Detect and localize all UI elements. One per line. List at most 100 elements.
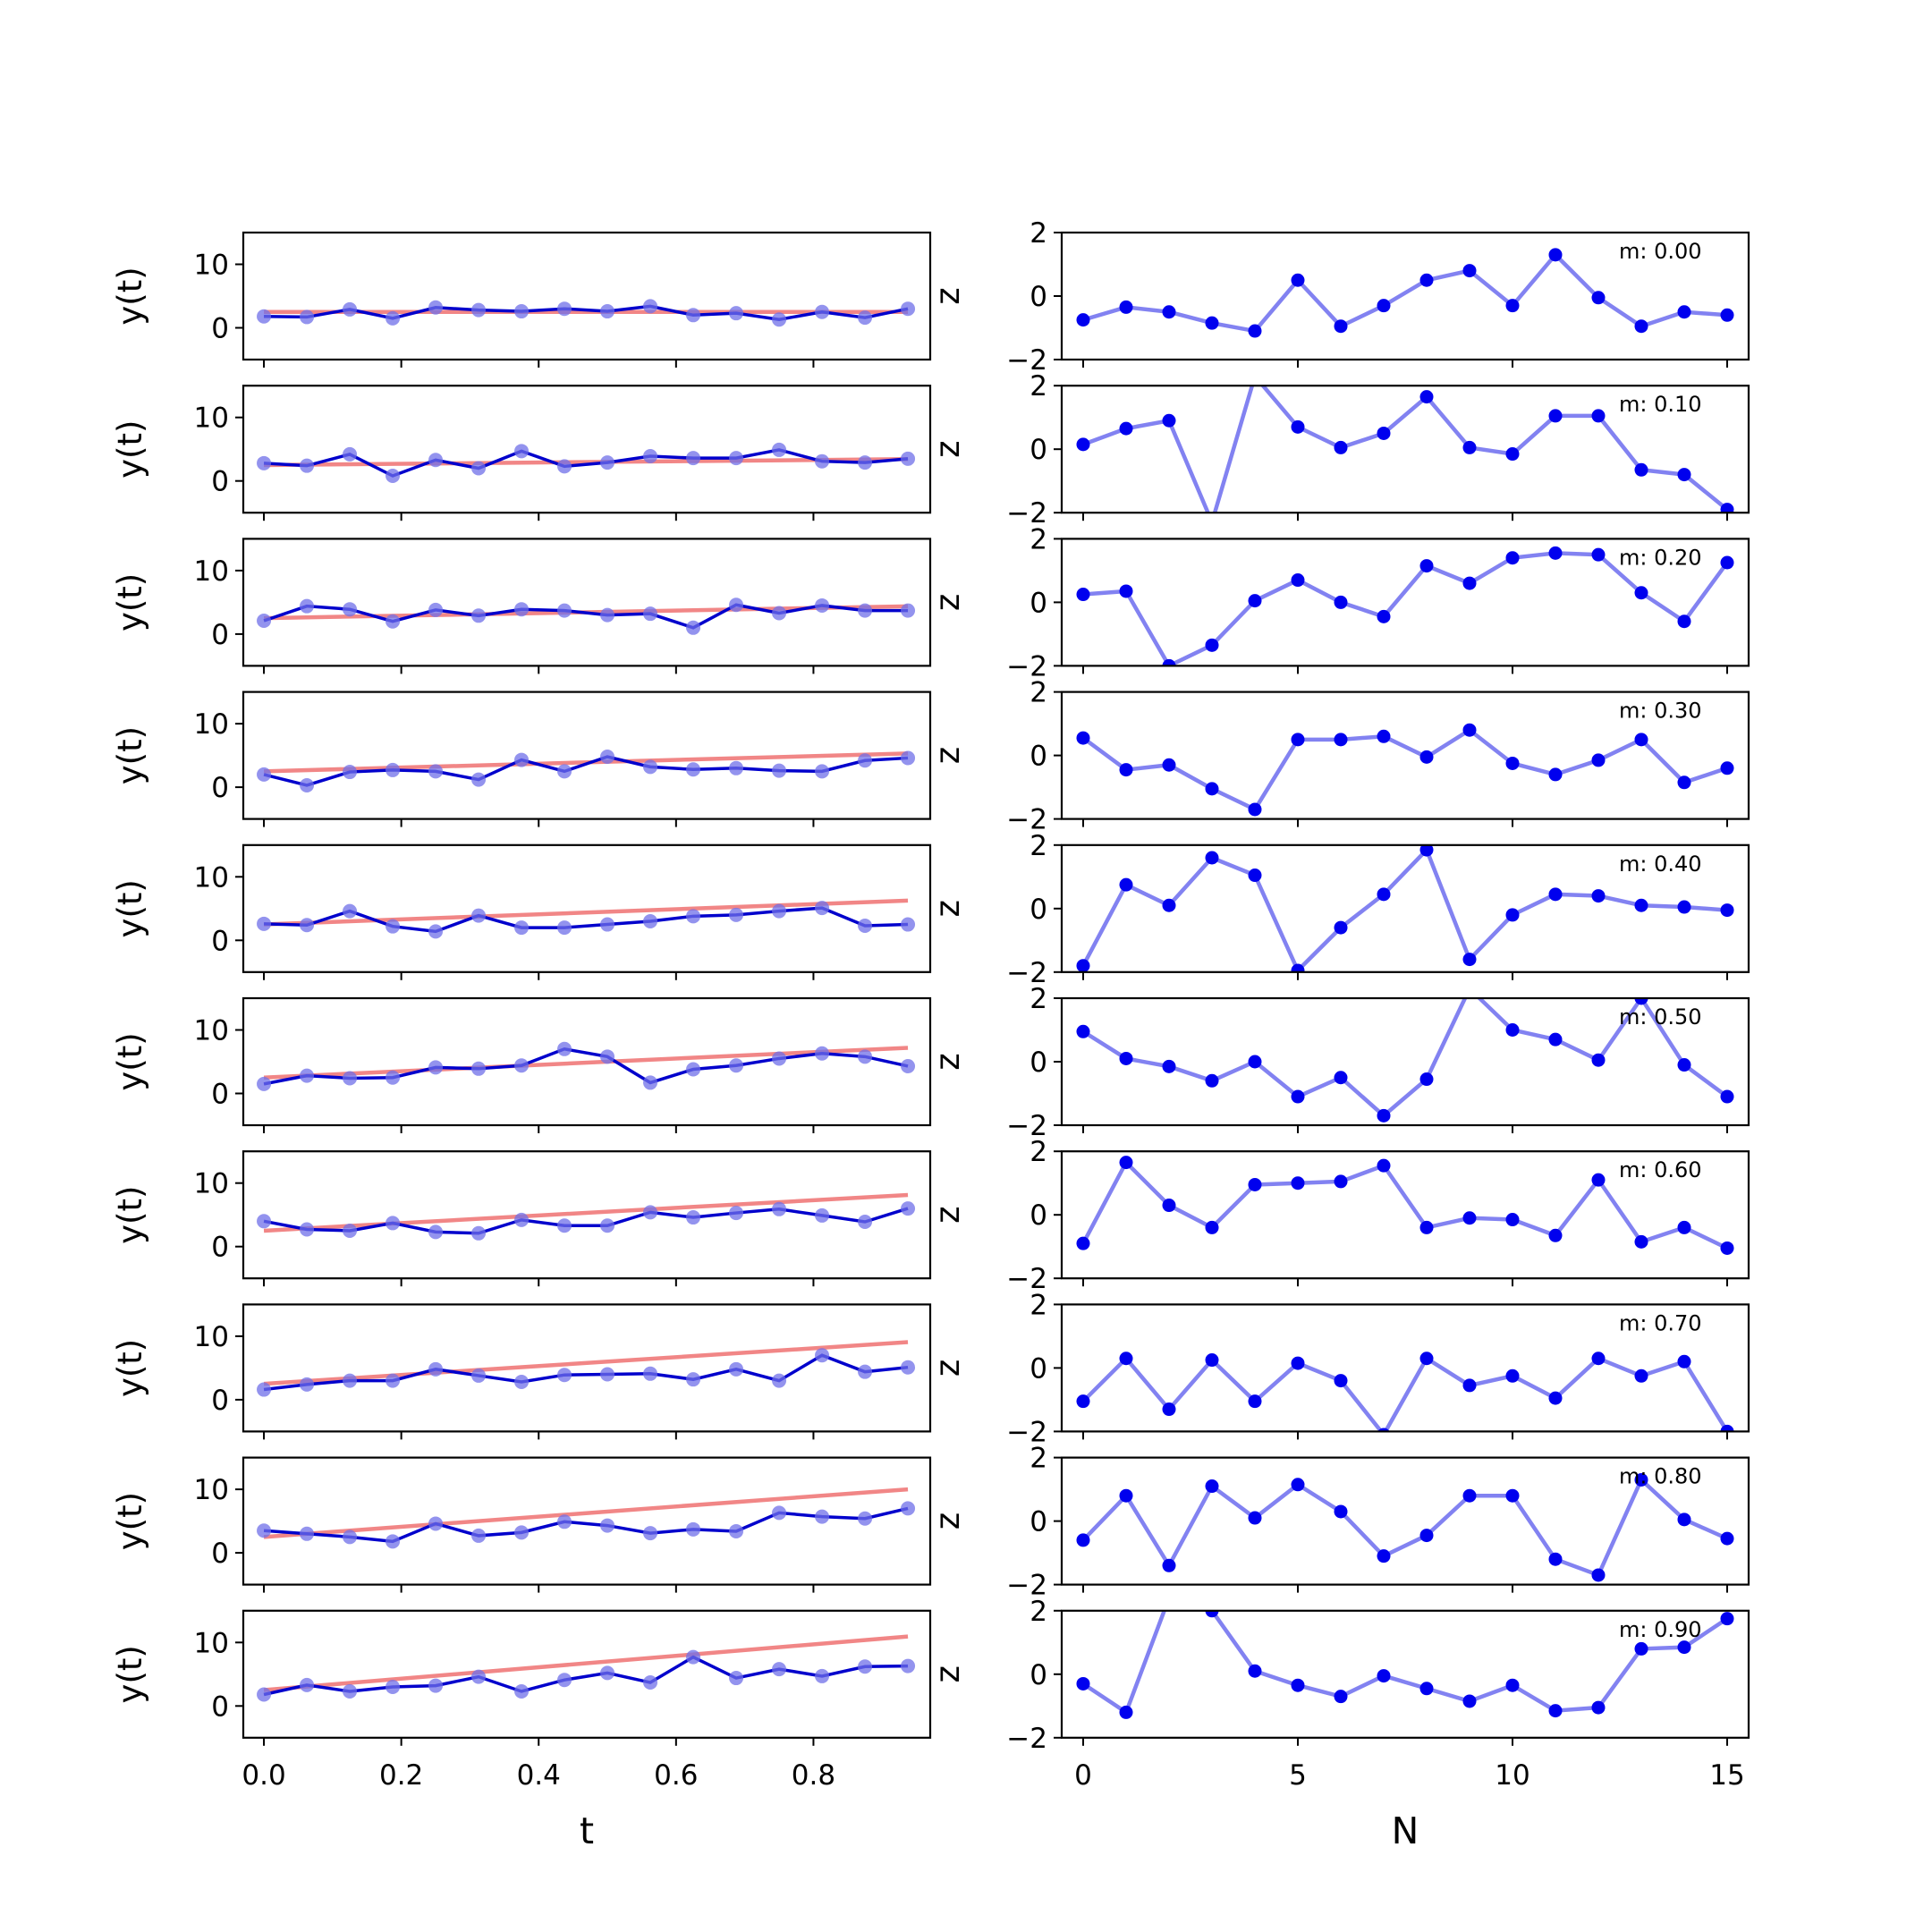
slope-annotation: m: 0.60 <box>1619 1157 1702 1182</box>
observed-point <box>257 455 272 470</box>
right-plot-area-6 <box>1076 1156 1734 1255</box>
fit-line <box>263 1340 909 1386</box>
right-plot-area-5 <box>1076 998 1734 1123</box>
y-tick-label: 2 <box>1030 370 1047 402</box>
observed-point <box>729 907 744 922</box>
observed-point <box>815 1046 830 1061</box>
z-point <box>1291 1356 1305 1370</box>
observed-point <box>858 1215 873 1230</box>
left-plot-area-2 <box>257 597 916 635</box>
z-point <box>1634 998 1648 1005</box>
z-point <box>1377 1108 1391 1123</box>
observed-point <box>300 1068 315 1083</box>
slope-annotation: m: 0.70 <box>1619 1310 1702 1335</box>
observed-point <box>729 1523 744 1538</box>
left-axes-frame <box>242 843 932 973</box>
z-point <box>1720 903 1734 918</box>
right-plot-area-9 <box>1076 1610 1734 1719</box>
y-tick-label: 2 <box>1030 677 1047 709</box>
left-plot-area-5 <box>257 1041 916 1091</box>
z-point <box>1677 1640 1691 1655</box>
z-point <box>1591 409 1606 423</box>
z-point <box>1334 920 1348 935</box>
x-tick-label: 15 <box>1709 1759 1744 1792</box>
x-axis-label-t: t <box>580 1809 594 1852</box>
y-tick-label: 2 <box>1030 983 1047 1015</box>
observed-point <box>643 606 658 622</box>
observed-point <box>600 304 615 319</box>
slope-annotation: m: 0.30 <box>1619 699 1702 724</box>
y-tick-label: 0 <box>211 772 229 804</box>
z-point <box>1248 324 1262 338</box>
z-point <box>1205 1220 1219 1234</box>
z-point <box>1677 1354 1691 1368</box>
right-panel-3: −2 0 2 z m: 0.30 <box>928 677 1750 836</box>
observed-point <box>643 1075 658 1090</box>
observed-point <box>471 1669 487 1684</box>
left-plot-area-1 <box>257 442 916 484</box>
y-tick-label: 0 <box>1030 894 1047 926</box>
z-point <box>1119 300 1133 314</box>
observed-point <box>901 1360 916 1375</box>
observed-point <box>600 1049 615 1064</box>
z-point <box>1677 1220 1691 1234</box>
y-tick-label: 2 <box>1030 1596 1047 1628</box>
right-panel-6: −2 0 2 z m: 0.60 <box>928 1136 1750 1295</box>
observed-point <box>772 1201 787 1216</box>
observed-point <box>557 920 572 936</box>
left-axes-frame <box>242 1609 932 1739</box>
y-tick-label: −2 <box>1006 957 1047 989</box>
observed-point <box>858 1364 873 1379</box>
observed-point <box>300 1526 315 1541</box>
observed-point <box>600 917 615 932</box>
y-tick-label: 0 <box>1030 434 1047 466</box>
observed-point <box>858 1659 873 1674</box>
z-point <box>1548 248 1563 262</box>
observed-point <box>901 917 916 932</box>
y-axis-label: y(t) <box>111 420 149 479</box>
left-plot-area-3 <box>257 750 916 792</box>
left-panel-4: 0 10 y(t) <box>111 843 932 980</box>
y-tick-label: −2 <box>1006 497 1047 530</box>
y-axis-label: y(t) <box>111 1339 149 1397</box>
observed-point <box>901 1501 916 1516</box>
observed-point <box>815 1509 830 1524</box>
z-point <box>1248 1055 1262 1069</box>
observed-point <box>514 1525 530 1540</box>
z-line <box>1081 727 1728 812</box>
z-point <box>1377 729 1391 743</box>
z-point <box>1248 1177 1262 1191</box>
z-point <box>1462 1694 1477 1708</box>
z-point <box>1419 273 1434 287</box>
z-point <box>1419 559 1434 573</box>
z-axis-label: z <box>928 747 967 764</box>
y-axis-label: y(t) <box>111 879 149 937</box>
z-point <box>1248 594 1262 608</box>
z-point <box>1634 1641 1648 1656</box>
observed-point <box>300 1222 315 1237</box>
right-panel-8: −2 0 2 z m: 0.80 <box>928 1443 1750 1602</box>
y-tick-label: 0 <box>1030 1352 1047 1385</box>
observed-point <box>471 908 487 923</box>
observed-point <box>428 1361 444 1377</box>
observed-point <box>386 1373 401 1388</box>
observed-point <box>343 903 358 919</box>
right-plot-area-2 <box>1076 546 1734 666</box>
observed-point <box>557 603 572 618</box>
y-tick-label: 2 <box>1030 1289 1047 1321</box>
z-point <box>1119 1488 1133 1503</box>
z-line <box>1081 1476 1728 1578</box>
observed-point <box>815 1208 830 1223</box>
z-point <box>1119 1051 1133 1065</box>
observed-point <box>557 301 572 317</box>
observed-line <box>263 1506 909 1544</box>
z-point <box>1076 1676 1090 1690</box>
z-line <box>1081 1610 1729 1716</box>
observed-point <box>772 442 787 457</box>
z-point <box>1291 963 1305 972</box>
observed-point <box>514 444 530 459</box>
observed-point <box>600 1518 615 1533</box>
observed-point <box>772 312 787 327</box>
z-point <box>1462 1488 1477 1503</box>
z-point <box>1591 1352 1606 1366</box>
